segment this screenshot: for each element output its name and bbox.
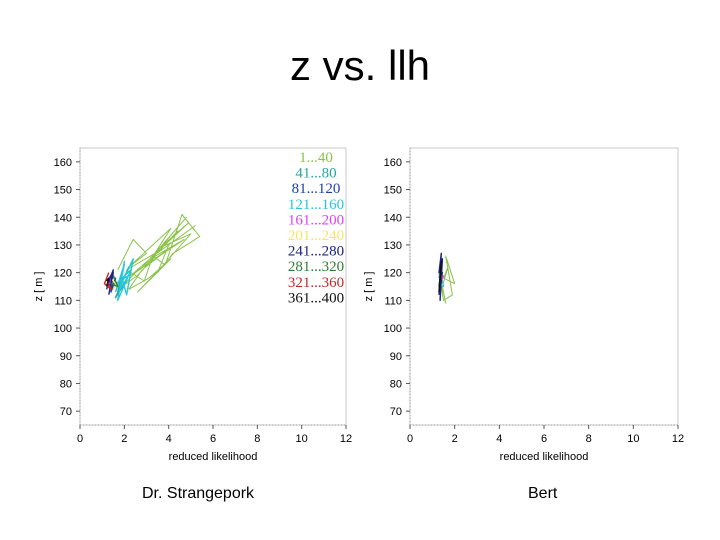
chart2-y-tick-label: 90 — [390, 351, 402, 363]
chart1-y-tick-label: 100 — [54, 323, 72, 335]
chart1-legend-entry-1: 1...40 — [299, 150, 333, 166]
caption-left: Dr. Strangepork — [142, 485, 255, 502]
chart1-y-tick-label: 130 — [54, 240, 72, 252]
chart2-y-tick-label: 140 — [384, 212, 402, 224]
chart2-x-tick-label: 0 — [407, 433, 413, 445]
chart2-y-tick-label: 70 — [390, 406, 402, 418]
chart1-legend-entry-10: 361...400 — [288, 290, 344, 306]
chart1-y-tick-label: 120 — [54, 268, 72, 280]
chart1-legend-entry-2: 41...80 — [295, 166, 336, 182]
chart1-y-axis-label: z [ m ] — [33, 272, 45, 302]
chart2-x-tick-label: 2 — [452, 433, 458, 445]
chart1-y-tick-label: 160 — [54, 157, 72, 169]
chart2-plot-frame — [409, 147, 679, 426]
slide-title: z vs. llh — [289, 42, 431, 89]
chart1-series-4-line — [114, 258, 134, 302]
chart1-series-8-line — [110, 275, 119, 288]
chart2-x-axis-label: reduced likelihood — [500, 451, 589, 463]
chart2-x-tick-label: 6 — [541, 433, 547, 445]
chart1-legend-entry-3: 81...120 — [292, 181, 341, 197]
chart1-y-tick-label: 150 — [54, 185, 72, 197]
chart2-y-tick-label: 150 — [384, 185, 402, 197]
chart1-series-6-line — [110, 277, 117, 290]
chart1-legend-entry-9: 321...360 — [288, 275, 344, 291]
chart1-legend-entry-4: 121...160 — [288, 197, 344, 213]
chart1-legend-entry-8: 281...320 — [288, 259, 344, 275]
chart1-x-tick-label: 4 — [166, 433, 172, 445]
chart2-y-tick-label: 100 — [384, 323, 402, 335]
chart1-x-tick-label: 2 — [121, 433, 127, 445]
chart2-series-10-line — [438, 260, 442, 293]
chart2-x-tick-label: 8 — [586, 433, 592, 445]
chart1-y-tick-label: 90 — [60, 351, 72, 363]
chart1-legend-entry-6: 201...240 — [288, 228, 344, 244]
chart2-x-tick-label: 12 — [672, 433, 684, 445]
chart1-y-tick-label: 110 — [54, 295, 72, 307]
caption-right: Bert — [528, 485, 558, 502]
chart2-y-tick-label: 160 — [384, 157, 402, 169]
chart2-y-tick-label: 80 — [390, 378, 402, 390]
chart1-x-tick-label: 12 — [340, 433, 352, 445]
chart1-series-10-line — [105, 277, 110, 287]
chart1-y-tick-label: 80 — [60, 378, 72, 390]
chart1-series-1-line — [117, 214, 201, 293]
chart2-x-tick-label: 10 — [627, 433, 639, 445]
chart2-y-tick-label: 130 — [384, 240, 402, 252]
chart1-legend-entry-7: 241...280 — [288, 244, 344, 260]
chart1-y-tick-label: 140 — [54, 212, 72, 224]
chart2-y-tick-label: 110 — [384, 295, 402, 307]
chart1-series-9-line — [103, 272, 112, 290]
chart1-series-7-line — [105, 269, 115, 295]
chart2-y-tick-label: 120 — [384, 268, 402, 280]
chart2-y-axis-label: z [ m ] — [363, 272, 375, 302]
chart1-x-axis-label: reduced likelihood — [169, 451, 258, 463]
chart1-legend-entry-5: 161...200 — [288, 212, 344, 228]
chart2-x-tick-label: 4 — [496, 433, 502, 445]
chart1-x-tick-label: 10 — [296, 433, 308, 445]
chart2-series-1-line — [438, 255, 456, 304]
chart1-x-tick-label: 6 — [210, 433, 216, 445]
chart1-x-tick-label: 8 — [254, 433, 260, 445]
chart1-x-tick-label: 0 — [77, 433, 83, 445]
chart1-y-tick-label: 70 — [60, 406, 72, 418]
